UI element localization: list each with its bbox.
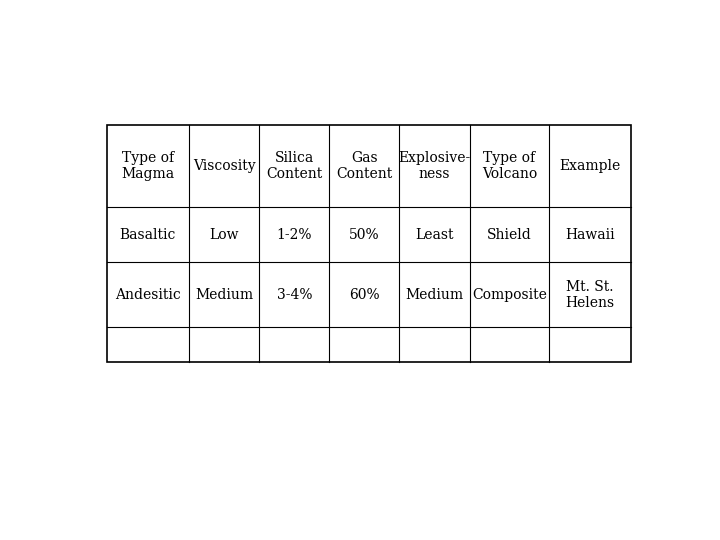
Text: Medium: Medium xyxy=(405,288,464,302)
Text: Low: Low xyxy=(210,228,239,242)
Text: Least: Least xyxy=(415,228,454,242)
Text: Example: Example xyxy=(559,159,621,173)
Text: 3-4%: 3-4% xyxy=(276,288,312,302)
Text: 1-2%: 1-2% xyxy=(276,228,312,242)
Text: Gas
Content: Gas Content xyxy=(336,151,392,181)
Text: Silica
Content: Silica Content xyxy=(266,151,323,181)
Text: Hawaii: Hawaii xyxy=(565,228,615,242)
Text: Basaltic: Basaltic xyxy=(120,228,176,242)
Text: Type of
Volcano: Type of Volcano xyxy=(482,151,537,181)
Text: Shield: Shield xyxy=(487,228,531,242)
Text: Explosive-
ness: Explosive- ness xyxy=(398,151,471,181)
Text: Andesitic: Andesitic xyxy=(115,288,181,302)
Text: 60%: 60% xyxy=(349,288,379,302)
Text: Type of
Magma: Type of Magma xyxy=(122,151,174,181)
Text: Medium: Medium xyxy=(195,288,253,302)
Text: 50%: 50% xyxy=(349,228,379,242)
Text: Viscosity: Viscosity xyxy=(193,159,256,173)
Text: Composite: Composite xyxy=(472,288,546,302)
Text: Mt. St.
Helens: Mt. St. Helens xyxy=(565,280,615,310)
